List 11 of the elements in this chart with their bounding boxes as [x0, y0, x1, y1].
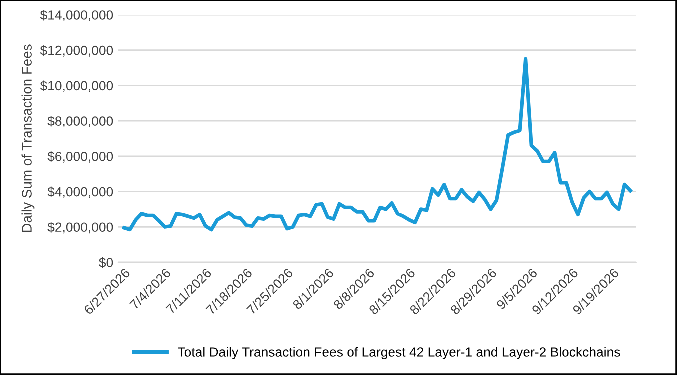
y-axis-title: Daily Sum of Transaction Fees — [22, 44, 35, 232]
y-tick-label: $10,000,000 — [40, 80, 114, 92]
y-tick-label: $0 — [99, 258, 114, 268]
y-tick-label: $4,000,000 — [48, 186, 114, 198]
y-tick-label: $14,000,000 — [40, 10, 114, 22]
y-tick-label: $12,000,000 — [40, 45, 114, 57]
legend-label: Total Daily Transaction Fees of Largest 42 Layer-1 and Layer-2 Blockchains — [178, 347, 620, 360]
y-tick-label: $6,000,000 — [48, 151, 114, 163]
y-tick-label: $2,000,000 — [48, 222, 114, 234]
line-series — [122, 57, 632, 232]
y-tick-label: $8,000,000 — [48, 116, 114, 128]
